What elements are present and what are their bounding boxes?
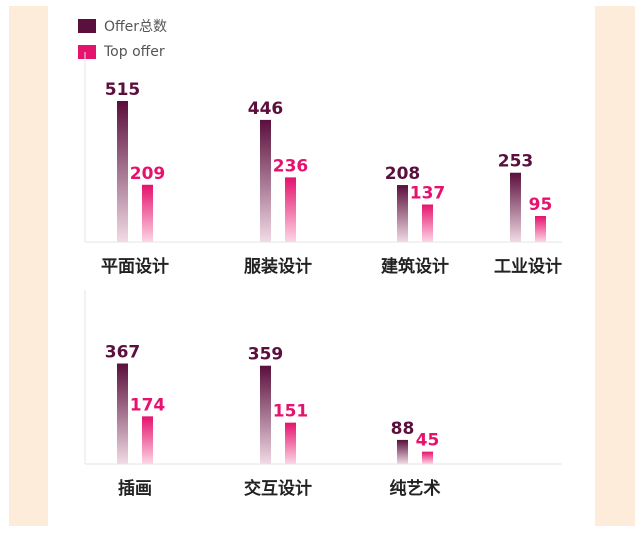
data-label-top-offer: 45: [416, 431, 440, 451]
bar-top-offer: [142, 416, 153, 464]
chart-card: [48, 6, 595, 526]
data-label-offer-total: 367: [105, 343, 141, 363]
bar-offer-total: [260, 365, 271, 464]
data-label-offer-total: 515: [105, 80, 141, 100]
data-label-top-offer: 209: [130, 164, 166, 184]
bar-top-offer: [285, 177, 296, 242]
data-label-top-offer: 174: [130, 395, 166, 415]
category-label: 平面设计: [101, 256, 169, 277]
data-label-offer-total: 359: [248, 345, 284, 365]
bar-top-offer: [535, 215, 546, 242]
category-label: 建筑设计: [381, 256, 449, 277]
bar-offer-total: [117, 101, 128, 242]
data-label-offer-total: 253: [498, 152, 534, 172]
bar-offer-total: [397, 185, 408, 242]
bar-top-offer: [422, 204, 433, 242]
bar-offer-total: [397, 439, 408, 464]
data-label-offer-total: 208: [385, 164, 421, 184]
bar-top-offer: [142, 184, 153, 242]
legend-swatch-top-offer: [78, 45, 96, 59]
bar-offer-total: [510, 172, 521, 242]
legend-label-offer-total: Offer总数: [104, 19, 168, 35]
bar-offer-total: [117, 363, 128, 464]
bar-top-offer: [285, 422, 296, 464]
category-label: 纯艺术: [390, 478, 441, 499]
category-label: 服装设计: [244, 256, 312, 277]
data-label-top-offer: 236: [273, 156, 309, 176]
data-label-top-offer: 95: [529, 195, 553, 215]
legend-item-offer-total: Offer总数: [78, 16, 167, 36]
legend-item-top-offer: Top offer: [78, 42, 167, 62]
legend: Offer总数 Top offer: [78, 16, 167, 68]
data-label-top-offer: 151: [273, 402, 309, 422]
legend-label-top-offer: Top offer: [104, 44, 165, 60]
data-label-top-offer: 137: [410, 183, 446, 203]
category-label: 工业设计: [494, 256, 562, 277]
legend-swatch-offer-total: [78, 19, 96, 33]
category-label: 交互设计: [244, 478, 312, 499]
bar-offer-total: [260, 119, 271, 242]
data-label-offer-total: 88: [391, 419, 415, 439]
data-label-offer-total: 446: [248, 99, 284, 119]
category-label: 插画: [118, 478, 152, 499]
bar-top-offer: [422, 451, 433, 464]
